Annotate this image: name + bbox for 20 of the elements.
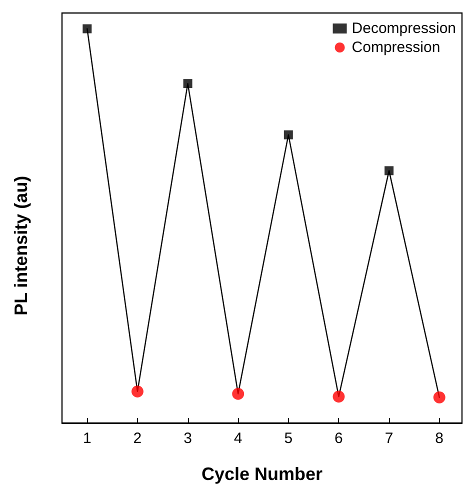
x-tick-label: 8 bbox=[435, 430, 444, 447]
x-tick-label: 3 bbox=[184, 430, 192, 447]
point bbox=[183, 79, 192, 88]
x-tick-label: 5 bbox=[284, 430, 293, 447]
point bbox=[384, 166, 394, 176]
point bbox=[332, 390, 345, 403]
point bbox=[232, 388, 244, 400]
x-tick-label: 4 bbox=[234, 430, 242, 447]
legend-label: Compression bbox=[352, 39, 440, 56]
x-tick-label: 6 bbox=[334, 430, 343, 447]
y-axis-title: PL intensity (au) bbox=[11, 176, 31, 316]
x-tick-label: 2 bbox=[133, 430, 142, 447]
x-tick-label: 1 bbox=[82, 430, 92, 447]
x-tick-label: 7 bbox=[384, 430, 394, 447]
point bbox=[131, 385, 144, 398]
point bbox=[82, 24, 92, 34]
legend-label: Decompression bbox=[352, 20, 456, 37]
x-axis-title: Cycle Number bbox=[201, 464, 323, 484]
point bbox=[433, 391, 446, 404]
point bbox=[284, 130, 293, 140]
